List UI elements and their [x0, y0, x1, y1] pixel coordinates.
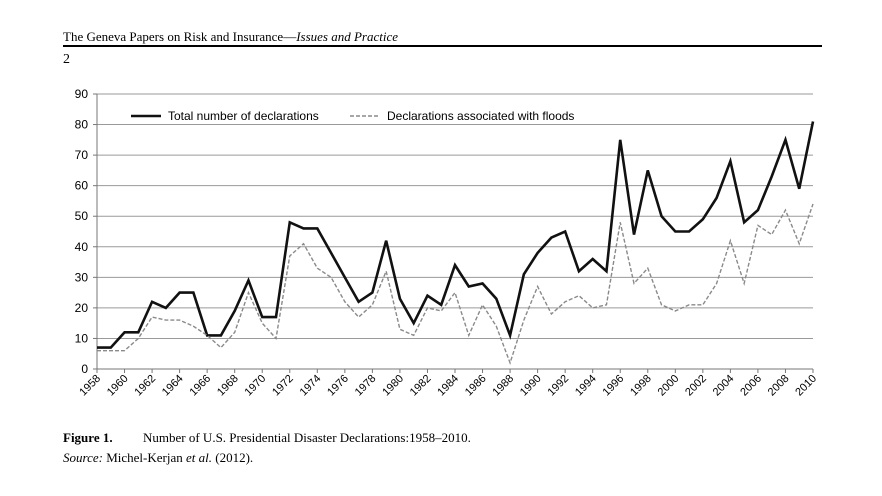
running-header: The Geneva Papers on Risk and Insurance—… — [63, 29, 398, 44]
section: Issues and Practice — [295, 29, 398, 44]
x-tick-label: 2000 — [656, 373, 682, 399]
y-tick-label: 20 — [75, 301, 89, 315]
x-tick-label: 1994 — [573, 373, 599, 399]
x-tick-label: 1992 — [545, 373, 571, 399]
legend-label: Total number of declarations — [168, 109, 319, 123]
source-etal: et al. — [186, 450, 212, 465]
x-tick-label: 1974 — [298, 373, 324, 399]
x-tick-label: 1966 — [187, 373, 213, 399]
x-tick-label: 2004 — [711, 373, 737, 399]
caption: Figure 1. Number of U.S. Presidential Dis… — [63, 430, 471, 445]
x-tick-label: 2010 — [793, 373, 819, 399]
x-tick-label: 1980 — [380, 373, 406, 399]
x-tick-label: 1986 — [463, 373, 489, 399]
series-line — [97, 203, 814, 366]
x-tick-label: 1960 — [105, 373, 131, 399]
source: Source: Michel-Kerjan et al. (2012). — [63, 450, 253, 465]
page-number: 2 — [63, 52, 70, 67]
y-tick-label: 10 — [75, 331, 89, 345]
x-tick-label: 1964 — [160, 373, 186, 399]
x-tick-label: 1958 — [77, 373, 103, 399]
source-author: Michel-Kerjan — [106, 450, 183, 465]
x-tick-label: 1972 — [270, 373, 296, 399]
x-tick-label: 1962 — [132, 373, 158, 399]
y-tick-label: 30 — [75, 270, 89, 284]
x-tick-label: 1984 — [435, 373, 461, 399]
source-label: Source: — [63, 450, 103, 465]
x-tick-label: 1998 — [628, 373, 654, 399]
x-tick-label: 1978 — [353, 373, 379, 399]
x-tick-label: 1970 — [243, 373, 269, 399]
y-tick-label: 90 — [75, 87, 89, 101]
y-tick-label: 80 — [75, 118, 89, 132]
caption-text: Number of U.S. Presidential Disaster Dec… — [143, 430, 471, 445]
y-tick-label: 70 — [75, 148, 89, 162]
legend-label: Declarations associated with floods — [387, 109, 574, 123]
x-tick-label: 2008 — [766, 373, 792, 399]
figure-label: Figure 1. — [63, 430, 113, 445]
x-tick-label: 1968 — [215, 373, 241, 399]
y-tick-label: 40 — [75, 240, 89, 254]
x-tick-label: 1996 — [601, 373, 627, 399]
source-year: (2012). — [215, 450, 253, 465]
x-tick-label: 2002 — [683, 373, 709, 399]
y-tick-label: 50 — [75, 209, 89, 223]
x-tick-label: 1988 — [490, 373, 516, 399]
x-tick-label: 1976 — [325, 373, 351, 399]
x-tick-label: 1982 — [408, 373, 434, 399]
x-tick-label: 2006 — [738, 373, 764, 399]
series-line — [97, 121, 815, 349]
y-tick-label: 0 — [81, 362, 88, 376]
y-tick-label: 60 — [75, 179, 89, 193]
x-tick-label: 1990 — [518, 373, 544, 399]
journal: The Geneva Papers on Risk and Insurance— — [63, 29, 297, 44]
